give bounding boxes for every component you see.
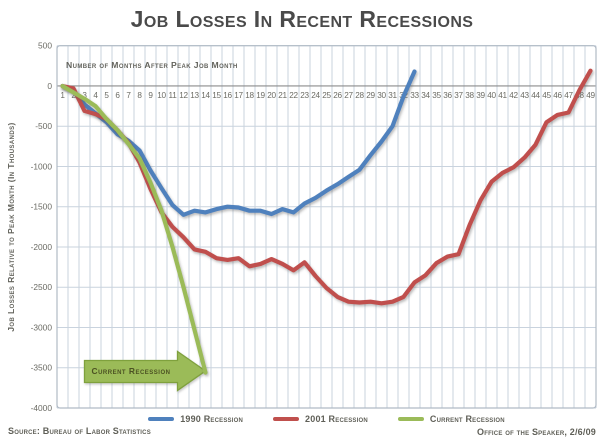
svg-text:13: 13: [190, 91, 199, 100]
svg-text:-2500: -2500: [31, 282, 53, 292]
legend-line-swatch: [273, 417, 300, 421]
svg-text:-3500: -3500: [31, 363, 53, 373]
svg-text:41: 41: [498, 91, 507, 100]
svg-text:-4000: -4000: [31, 403, 53, 412]
legend-line-swatch: [397, 417, 424, 421]
svg-text:-2000: -2000: [31, 242, 53, 252]
svg-text:27: 27: [344, 91, 353, 100]
svg-text:39: 39: [476, 91, 485, 100]
svg-text:17: 17: [234, 91, 243, 100]
svg-text:10: 10: [157, 91, 166, 100]
svg-text:34: 34: [421, 91, 430, 100]
svg-text:15: 15: [212, 91, 221, 100]
svg-text:18: 18: [245, 91, 254, 100]
svg-text:46: 46: [553, 91, 562, 100]
svg-text:1: 1: [60, 91, 65, 100]
svg-text:-1500: -1500: [31, 202, 53, 212]
y-tick-labels: 500 0 -500 -1000 -1500 -2000 -2500 -3000 -3500 -4…: [31, 41, 53, 412]
svg-text:22: 22: [289, 91, 298, 100]
legend-label: 2001 Recession: [305, 414, 368, 424]
svg-text:36: 36: [443, 91, 452, 100]
svg-text:25: 25: [322, 91, 331, 100]
source-note: Source: Bureau of Labor Statistics: [8, 426, 151, 436]
svg-text:21: 21: [278, 91, 287, 100]
svg-text:11: 11: [169, 91, 178, 100]
svg-text:14: 14: [201, 91, 210, 100]
svg-text:-500: -500: [35, 121, 52, 131]
svg-text:45: 45: [542, 91, 551, 100]
svg-text:23: 23: [300, 91, 309, 100]
svg-text:12: 12: [179, 91, 188, 100]
series-line-current-recession: [60, 83, 208, 375]
svg-text:49: 49: [586, 91, 595, 100]
svg-text:33: 33: [410, 91, 419, 100]
svg-text:7: 7: [126, 91, 131, 100]
svg-text:0: 0: [47, 81, 52, 91]
legend-label: 1990 Recession: [180, 414, 244, 424]
svg-text:20: 20: [267, 91, 276, 100]
chart-legend: 1990 Recession 2001 Recession Current Rece…: [57, 412, 596, 426]
legend-item-1990-recession: 1990 Recession: [148, 414, 243, 424]
x-tick-labels: 1 2 3 4 5 6 7 8 9 10 11 12 13 14 15 16 17 18 19 20 21 22 23 24 2…: [60, 91, 595, 100]
legend-label: Current Recession: [429, 414, 505, 424]
svg-text:26: 26: [333, 91, 342, 100]
svg-text:40: 40: [487, 91, 496, 100]
svg-text:-3000: -3000: [31, 322, 53, 332]
legend-item-2001-recession: 2001 Recession: [273, 414, 368, 424]
svg-text:38: 38: [465, 91, 474, 100]
y-axis-title: Job Losses Relative to Peak Month (In Th…: [6, 122, 16, 332]
current-recession-arrow-label: Current Recession: [92, 366, 171, 376]
svg-text:44: 44: [531, 91, 540, 100]
gridlines: [56, 45, 597, 409]
svg-text:35: 35: [432, 91, 441, 100]
svg-text:-1000: -1000: [31, 161, 53, 171]
plot-frame: [56, 45, 597, 409]
svg-text:37: 37: [454, 91, 463, 100]
svg-text:5: 5: [104, 91, 109, 100]
svg-text:4: 4: [93, 91, 98, 100]
svg-text:30: 30: [377, 91, 386, 100]
svg-text:24: 24: [311, 91, 320, 100]
svg-text:47: 47: [564, 91, 573, 100]
x-axis-title: Number of Months After Peak Job Month: [66, 60, 238, 70]
svg-text:6: 6: [115, 91, 120, 100]
svg-text:16: 16: [223, 91, 232, 100]
legend-item-current-recession: Current Recession: [397, 414, 505, 424]
svg-text:19: 19: [256, 91, 265, 100]
svg-text:9: 9: [148, 91, 153, 100]
svg-text:43: 43: [520, 91, 529, 100]
current-recession-arrow: [83, 350, 207, 392]
svg-text:500: 500: [38, 41, 52, 51]
line-chart-plot-area: 1 2 3 4 5 6 7 8 9 10 11 12 13 14 15 16 17 18 19 20 21 22 23 24 2…: [6, 41, 597, 412]
svg-text:2: 2: [71, 91, 76, 100]
svg-text:29: 29: [366, 91, 375, 100]
svg-text:48: 48: [575, 91, 584, 100]
chart-title: Job Losses In Recent Recessions: [130, 6, 474, 32]
legend-line-swatch: [148, 417, 175, 421]
svg-text:3: 3: [82, 91, 87, 100]
series-line-2001-recession: [60, 68, 593, 306]
credit-note: Office of the Speaker, 2/6/09: [477, 427, 596, 437]
svg-text:31: 31: [388, 91, 397, 100]
data-series: [60, 68, 593, 375]
svg-text:42: 42: [509, 91, 518, 100]
svg-text:8: 8: [137, 91, 142, 100]
svg-text:28: 28: [355, 91, 364, 100]
